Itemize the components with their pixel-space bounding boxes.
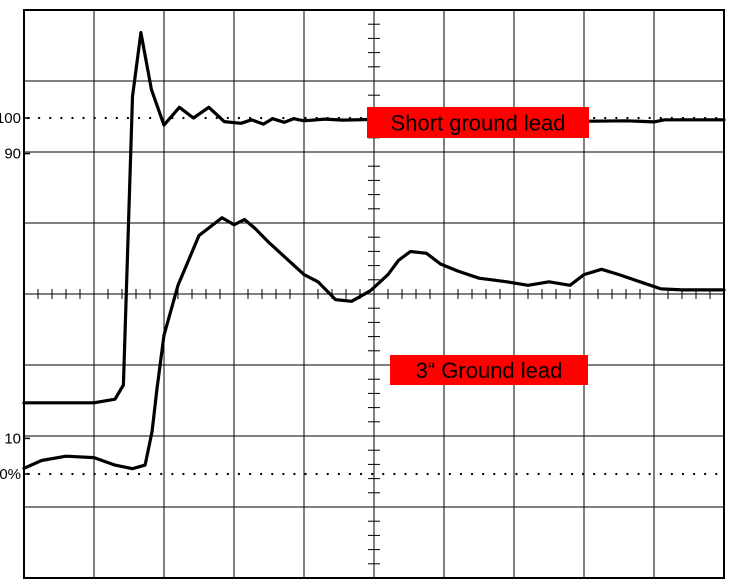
annotations: Short ground lead 3“ Ground lead xyxy=(367,107,589,385)
y-tick-label-90: 90 xyxy=(4,146,21,163)
y-tick-label-10: 10 xyxy=(4,430,21,447)
annotation-text-2: 3“ Ground lead xyxy=(416,358,563,383)
reference-dotted-lines xyxy=(28,118,722,474)
y-tick-label-0: 0% xyxy=(0,466,21,483)
y-tick-labels: 100 90 10 0% xyxy=(0,110,30,483)
y-tick-label-100: 100 xyxy=(0,110,21,127)
annotation-text-1: Short ground lead xyxy=(391,111,566,136)
